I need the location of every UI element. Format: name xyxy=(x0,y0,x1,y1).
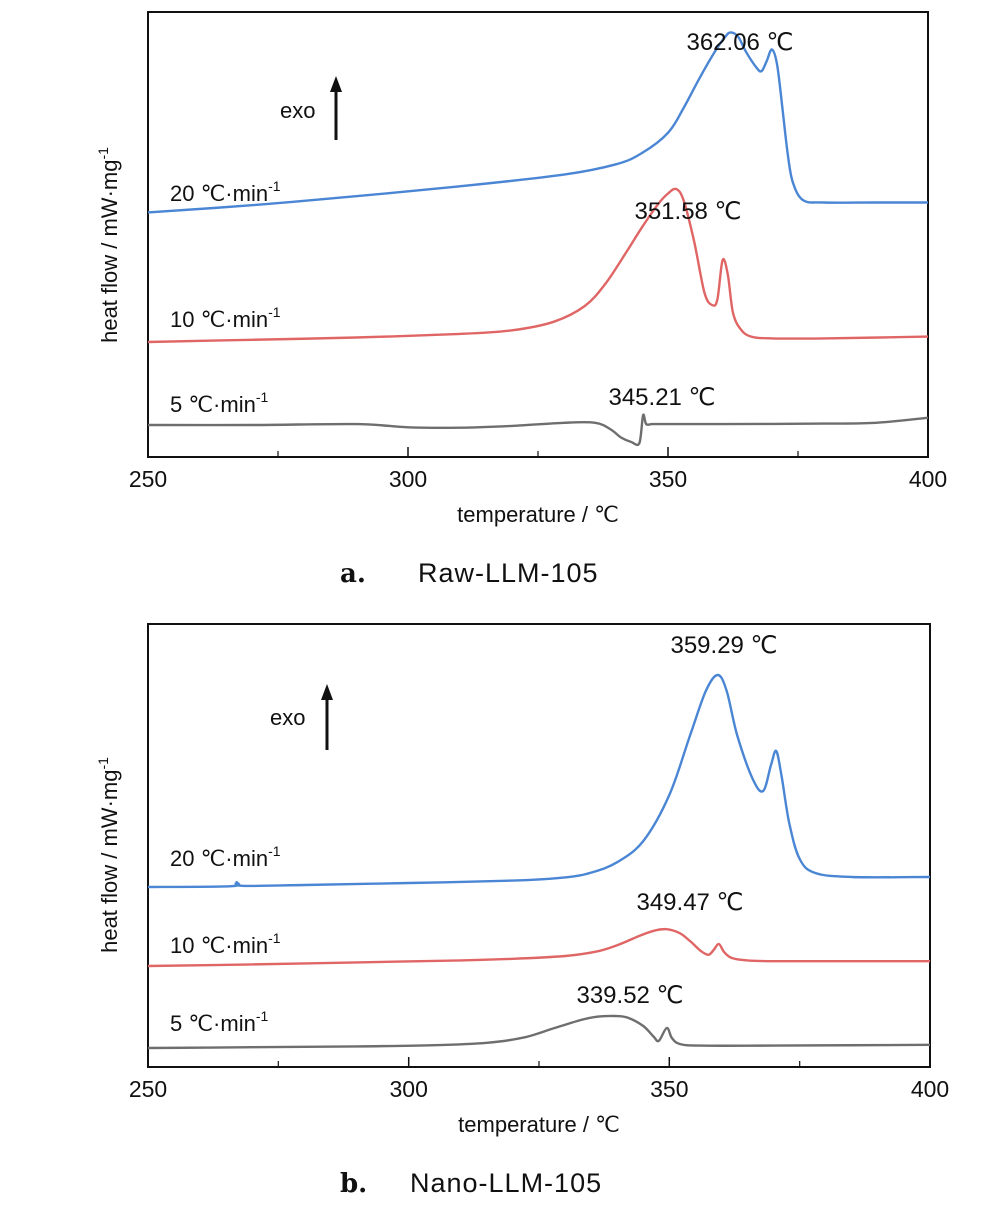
x-ticks-b xyxy=(277,1057,801,1067)
curve-20-rate xyxy=(147,673,931,889)
x-tick-label: 250 xyxy=(129,466,167,492)
x-ticks-a xyxy=(277,447,799,457)
x-tick-label: 350 xyxy=(649,466,687,492)
y-axis-title: heat flow / mW·mg-1 xyxy=(95,147,122,343)
y-axis-title: heat flow / mW·mg-1 xyxy=(95,757,122,953)
curve-5-rate xyxy=(147,1014,931,1050)
exo-indicator-a: exo xyxy=(280,76,342,140)
rate-label-sup: -1 xyxy=(268,178,281,194)
rate-label-text: 10 ℃·min xyxy=(170,933,268,958)
rate-label-10: 10 ℃·min-1 xyxy=(170,930,281,958)
rate-label-sup: -1 xyxy=(268,843,281,859)
rate-label-5: 5 ℃·min-1 xyxy=(170,389,269,417)
exo-indicator-b: exo xyxy=(270,684,333,750)
y-axis-title-text: heat flow / mW·mg xyxy=(97,160,122,343)
x-tick-label: 400 xyxy=(909,466,947,492)
rate-label-sup: -1 xyxy=(268,304,281,320)
exo-arrow-head xyxy=(330,76,342,92)
caption-b: b. Nano-LLM-105 xyxy=(340,1168,602,1199)
curves-a xyxy=(147,31,929,447)
x-tick-label: 300 xyxy=(390,1076,428,1102)
caption-a: a. Raw-LLM-105 xyxy=(340,558,599,589)
x-tick-label: 350 xyxy=(650,1076,688,1102)
x-tick-label: 250 xyxy=(129,1076,167,1102)
rate-label-text: 20 ℃·min xyxy=(170,846,268,871)
curve-10-rate xyxy=(147,187,929,344)
rate-label-text: 20 ℃·min xyxy=(170,181,268,206)
panel-b: 250 300 350 400 temperature / ℃ heat flo… xyxy=(95,623,949,1137)
caption-letter-b: b. xyxy=(340,1169,367,1199)
exo-arrow-head xyxy=(321,684,333,700)
exo-label: exo xyxy=(280,98,315,123)
y-axis-title-text: heat flow / mW·mg xyxy=(97,770,122,953)
caption-text-b: Nano-LLM-105 xyxy=(410,1168,602,1198)
rate-label-20: 20 ℃·min-1 xyxy=(170,843,281,871)
rate-label-sup: -1 xyxy=(268,930,281,946)
x-axis-title: temperature / ℃ xyxy=(457,502,619,527)
panel-a: 250 300 350 400 temperature / ℃ heat flo… xyxy=(95,11,947,527)
exo-label: exo xyxy=(270,705,305,730)
curve-10-rate xyxy=(147,927,930,968)
peak-label-10: 351.58 ℃ xyxy=(634,198,741,225)
peak-label-10: 349.47 ℃ xyxy=(636,889,743,916)
peak-label-20: 359.29 ℃ xyxy=(670,632,777,659)
rate-label-text: 5 ℃·min xyxy=(170,392,256,417)
rate-label-10: 10 ℃·min-1 xyxy=(170,304,281,332)
rate-label-sup: -1 xyxy=(256,389,269,405)
rate-label-sup: -1 xyxy=(256,1008,269,1024)
x-tick-label: 300 xyxy=(389,466,427,492)
caption-text-a: Raw-LLM-105 xyxy=(418,558,599,588)
rate-label-text: 10 ℃·min xyxy=(170,307,268,332)
caption-letter-a: a. xyxy=(340,559,366,589)
rate-label-text: 5 ℃·min xyxy=(170,1011,256,1036)
curve-5-rate xyxy=(147,413,929,447)
curve-20-rate xyxy=(147,31,928,214)
x-axis-title: temperature / ℃ xyxy=(458,1112,620,1137)
curves-b xyxy=(147,673,931,1050)
peak-label-5: 339.52 ℃ xyxy=(576,982,683,1009)
peak-label-5: 345.21 ℃ xyxy=(608,384,715,411)
rate-label-5: 5 ℃·min-1 xyxy=(170,1008,269,1036)
rate-label-20: 20 ℃·min-1 xyxy=(170,178,281,206)
x-tick-label: 400 xyxy=(911,1076,949,1102)
peak-label-20: 362.06 ℃ xyxy=(686,29,793,56)
y-axis-title-sup: -1 xyxy=(95,757,111,770)
y-axis-title-sup: -1 xyxy=(95,147,111,160)
